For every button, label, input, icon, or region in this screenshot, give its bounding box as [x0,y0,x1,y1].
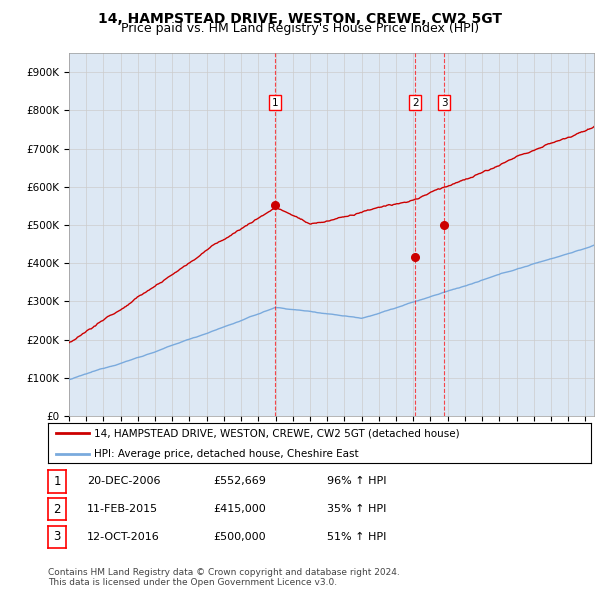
Text: 51% ↑ HPI: 51% ↑ HPI [327,532,386,542]
Text: 3: 3 [53,530,61,543]
Text: £500,000: £500,000 [213,532,266,542]
Text: 14, HAMPSTEAD DRIVE, WESTON, CREWE, CW2 5GT: 14, HAMPSTEAD DRIVE, WESTON, CREWE, CW2 … [98,12,502,26]
Text: Price paid vs. HM Land Registry's House Price Index (HPI): Price paid vs. HM Land Registry's House … [121,22,479,35]
Text: 12-OCT-2016: 12-OCT-2016 [87,532,160,542]
Text: Contains HM Land Registry data © Crown copyright and database right 2024.
This d: Contains HM Land Registry data © Crown c… [48,568,400,587]
Text: £552,669: £552,669 [213,477,266,486]
Text: 2: 2 [412,98,419,108]
Text: £415,000: £415,000 [213,504,266,514]
Text: 1: 1 [272,98,278,108]
Text: 2: 2 [53,503,61,516]
Text: 14, HAMPSTEAD DRIVE, WESTON, CREWE, CW2 5GT (detached house): 14, HAMPSTEAD DRIVE, WESTON, CREWE, CW2 … [94,428,460,438]
Text: 1: 1 [53,475,61,488]
Text: 11-FEB-2015: 11-FEB-2015 [87,504,158,514]
Text: 35% ↑ HPI: 35% ↑ HPI [327,504,386,514]
Text: HPI: Average price, detached house, Cheshire East: HPI: Average price, detached house, Ches… [94,450,359,460]
Text: 96% ↑ HPI: 96% ↑ HPI [327,477,386,486]
Text: 20-DEC-2006: 20-DEC-2006 [87,477,161,486]
Text: 3: 3 [441,98,448,108]
